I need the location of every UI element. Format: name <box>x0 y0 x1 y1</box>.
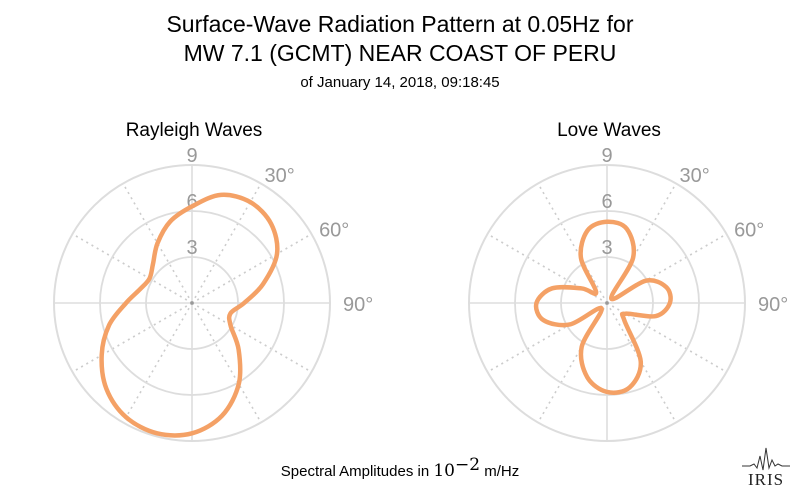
chart-subtitle: of January 14, 2018, 09:18:45 <box>300 74 500 91</box>
angle-gridline <box>191 233 312 304</box>
angle-gridline <box>122 302 193 423</box>
angle-gridline <box>606 302 677 423</box>
angle-gridline <box>606 183 677 304</box>
radial-gridline <box>145 256 239 350</box>
angle-gridline <box>606 302 727 373</box>
radial-tick-label: 6 <box>186 191 197 213</box>
iris-logo: IRIS <box>740 444 792 490</box>
radial-tick-label: 3 <box>601 237 612 259</box>
angle-gridline <box>487 302 608 373</box>
angle-gridline <box>191 302 312 373</box>
radiation-pattern-curve <box>533 219 673 395</box>
angle-gridline <box>191 302 262 423</box>
iris-logo-text: IRIS <box>747 470 785 489</box>
angle-tick-label: 60° <box>734 219 764 241</box>
angle-tick-label: 60° <box>319 219 349 241</box>
amplitude-units-label: Spectral Amplitudes in 10−2 m/Hz <box>0 455 800 481</box>
chart-title-line1: Surface-Wave Radiation Pattern at 0.05Hz… <box>166 11 634 37</box>
center-dot <box>190 301 194 305</box>
center-dot <box>605 301 609 305</box>
angle-gridline <box>72 302 193 373</box>
radial-gridline <box>560 256 654 350</box>
chart-title-line2: MW 7.1 (GCMT) NEAR COAST OF PERU <box>183 40 617 66</box>
angle-tick-label: 90° <box>758 294 788 316</box>
seismogram-icon <box>742 447 790 471</box>
angle-gridline <box>72 233 193 304</box>
units-label-exponent: −2 <box>454 455 481 475</box>
radial-tick-label: 9 <box>601 145 612 167</box>
angle-gridline <box>606 233 727 304</box>
angle-gridline <box>487 233 608 304</box>
radial-tick-label: 6 <box>601 191 612 213</box>
rayleigh-panel-title: Rayleigh Waves <box>125 120 263 141</box>
angle-gridline <box>537 183 608 304</box>
units-label-prefix: Spectral Amplitudes in <box>280 463 434 480</box>
radial-gridline <box>514 210 700 396</box>
love-panel-title: Love Waves <box>557 120 661 141</box>
rayleigh-polar-plot: 3 6 9 30° 60° 90° <box>53 145 373 442</box>
love-polar-plot: 3 6 9 30° 60° 90° <box>468 145 788 442</box>
units-label-base: 10 <box>433 461 455 481</box>
radial-gridline <box>468 164 746 442</box>
radiation-pattern-curve <box>99 192 280 438</box>
radial-tick-label: 3 <box>186 237 197 259</box>
radial-tick-label: 9 <box>186 145 197 167</box>
angle-gridline <box>537 302 608 423</box>
angle-tick-label: 30° <box>680 165 710 187</box>
radial-gridline <box>53 164 331 442</box>
angle-tick-label: 30° <box>265 165 295 187</box>
units-label-unit: m/Hz <box>480 463 520 480</box>
radial-gridline <box>99 210 285 396</box>
angle-tick-label: 90° <box>343 294 373 316</box>
angle-gridline <box>122 183 193 304</box>
